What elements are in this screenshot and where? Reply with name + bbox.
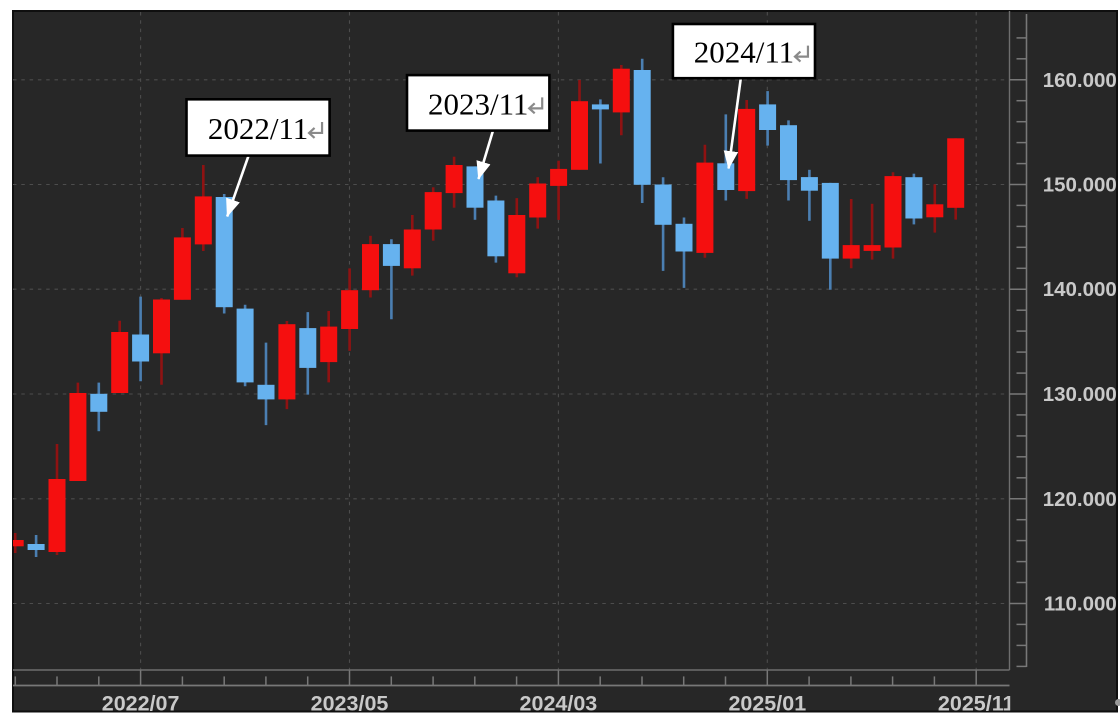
svg-text:2023/11: 2023/11 (428, 86, 528, 121)
svg-text:130.000: 130.000 (1043, 383, 1117, 406)
svg-text:140.000: 140.000 (1043, 278, 1117, 301)
svg-text:110.000: 110.000 (1044, 593, 1117, 616)
svg-text:2024/03: 2024/03 (520, 691, 598, 715)
svg-text:120.000: 120.000 (1043, 488, 1117, 511)
svg-text:2023/05: 2023/05 (311, 691, 389, 715)
svg-text:2024/11: 2024/11 (694, 35, 794, 70)
svg-text:2025/11: 2025/11 (938, 691, 1015, 715)
svg-text:150.000: 150.000 (1043, 174, 1117, 197)
svg-text:160.000: 160.000 (1043, 69, 1117, 92)
svg-text:2022/11: 2022/11 (208, 111, 308, 146)
svg-text:2022/07: 2022/07 (102, 691, 180, 715)
svg-text:2025/01: 2025/01 (728, 691, 806, 715)
